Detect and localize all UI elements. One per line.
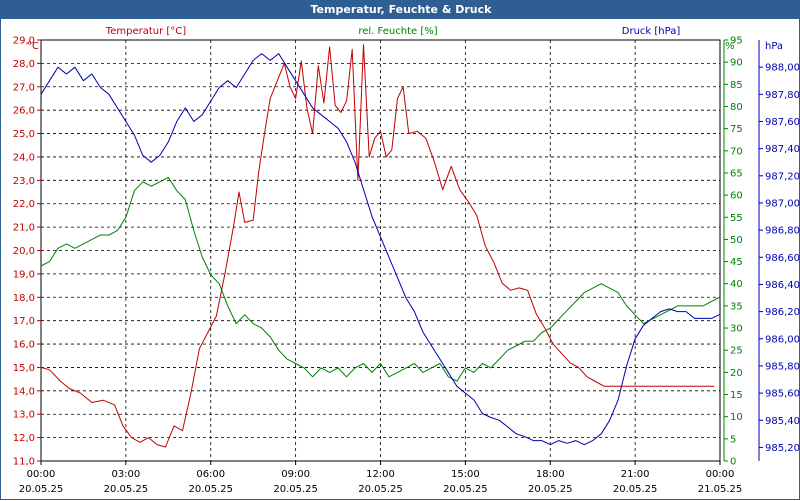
pressure-tick-label: 987,20 [765, 171, 800, 182]
temp-tick-label: 11,0 [13, 457, 35, 468]
pressure-tick-label: 985,60 [765, 389, 800, 400]
temp-tick-label: 19,0 [13, 269, 35, 280]
humidity-tick-label: 5 [730, 434, 736, 445]
pressure-tick-label: 987,00 [765, 198, 800, 209]
humidity-tick-label: 80 [730, 102, 743, 113]
x-tick-time: 18:00 [536, 469, 565, 480]
pressure-tick-label: 985,40 [765, 416, 800, 427]
temp-tick-label: 14,0 [13, 386, 35, 397]
humidity-tick-label: 55 [730, 213, 743, 224]
humidity-tick-label: 10 [730, 412, 743, 423]
pressure-tick-label: 986,00 [765, 334, 800, 345]
pressure-tick-label: 985,20 [765, 443, 800, 454]
x-tick-time: 00:00 [706, 469, 735, 480]
humidity-unit: % [725, 41, 735, 52]
temp-tick-label: 17,0 [13, 316, 35, 327]
pressure-tick-label: 985,80 [765, 361, 800, 372]
pressure-line [40, 53, 721, 446]
temp-tick-label: 26,0 [13, 106, 35, 117]
pressure-tick-label: 986,80 [765, 226, 800, 237]
x-tick-time: 00:00 [27, 469, 56, 480]
humidity-tick-label: 90 [730, 58, 743, 69]
humidity-tick-label: 25 [730, 346, 743, 357]
temp-tick-label: 16,0 [13, 340, 35, 351]
window-title: Temperatur, Feuchte & Druck [1, 1, 800, 19]
humidity-tick-label: 40 [730, 279, 743, 290]
pressure-tick-label: 988,00 [765, 63, 800, 74]
humidity-tick-label: 70 [730, 146, 743, 157]
x-tick-date: 20.05.25 [528, 484, 573, 495]
temp-tick-label: 29,0 [13, 36, 35, 47]
temp-tick-label: 12,0 [13, 433, 35, 444]
temp-tick-label: 13,0 [13, 410, 35, 421]
x-tick-date: 20.05.25 [104, 484, 149, 495]
humidity-tick-label: 85 [730, 80, 743, 91]
temperature-line [40, 44, 715, 448]
legend-humidity: rel. Feuchte [%] [358, 26, 437, 37]
temp-tick-label: 23,0 [13, 176, 35, 187]
x-tick-date: 20.05.25 [443, 484, 488, 495]
x-tick-date: 20.05.25 [188, 484, 233, 495]
temp-tick-label: 27,0 [13, 82, 35, 93]
pressure-tick-label: 987,80 [765, 90, 800, 101]
x-tick-date: 20.05.25 [273, 484, 318, 495]
x-tick-time: 03:00 [111, 469, 140, 480]
pressure-tick-label: 986,60 [765, 253, 800, 264]
pressure-unit: hPa [765, 41, 783, 52]
temp-tick-label: 18,0 [13, 293, 35, 304]
x-tick-time: 09:00 [281, 469, 310, 480]
x-tick-date: 21.05.25 [698, 484, 743, 495]
humidity-line [40, 176, 721, 382]
pressure-tick-label: 987,60 [765, 117, 800, 128]
pressure-tick-label: 987,40 [765, 144, 800, 155]
temp-tick-label: 24,0 [13, 152, 35, 163]
humidity-tick-label: 15 [730, 390, 743, 401]
humidity-tick-label: 65 [730, 168, 743, 179]
x-tick-time: 15:00 [451, 469, 480, 480]
humidity-tick-label: 75 [730, 124, 743, 135]
humidity-tick-label: 0 [730, 457, 736, 468]
legend-pressure: Druck [hPa] [622, 26, 681, 37]
legend-temperature: Temperatur [°C] [105, 26, 186, 37]
x-tick-date: 20.05.25 [358, 484, 403, 495]
humidity-tick-label: 45 [730, 257, 743, 268]
x-tick-time: 06:00 [196, 469, 225, 480]
pressure-tick-label: 986,20 [765, 307, 800, 318]
temp-unit: °C [27, 41, 39, 52]
humidity-tick-label: 95 [730, 36, 743, 47]
temp-tick-label: 22,0 [13, 199, 35, 210]
humidity-tick-label: 20 [730, 368, 743, 379]
temp-tick-label: 28,0 [13, 59, 35, 70]
temp-tick-label: 25,0 [13, 129, 35, 140]
temp-tick-label: 20,0 [13, 246, 35, 257]
pressure-tick-label: 986,40 [765, 280, 800, 291]
x-tick-date: 20.05.25 [613, 484, 658, 495]
x-tick-time: 12:00 [366, 469, 395, 480]
x-tick-date: 20.05.25 [19, 484, 64, 495]
humidity-tick-label: 35 [730, 301, 743, 312]
humidity-tick-label: 30 [730, 324, 743, 335]
x-tick-time: 21:00 [621, 469, 650, 480]
temp-tick-label: 15,0 [13, 363, 35, 374]
humidity-tick-label: 60 [730, 191, 743, 202]
humidity-tick-label: 50 [730, 235, 743, 246]
temp-tick-label: 21,0 [13, 223, 35, 234]
